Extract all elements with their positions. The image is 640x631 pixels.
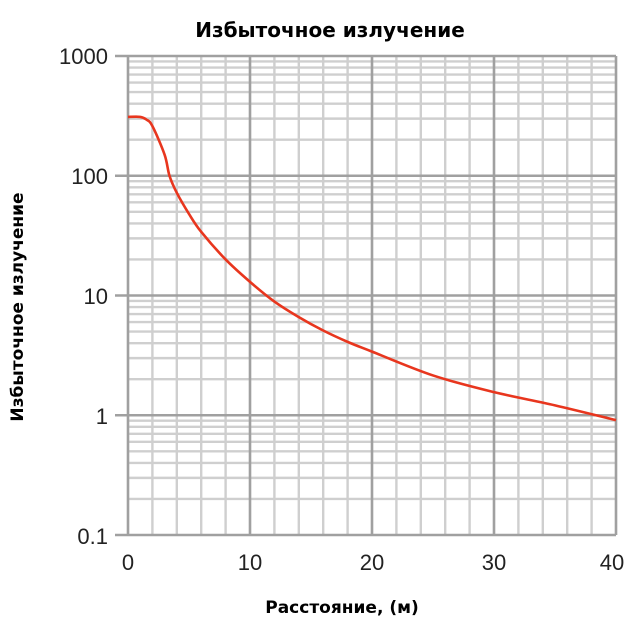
x-tick-label: 30 [482, 550, 506, 575]
grid [115, 54, 618, 537]
y-tick-label: 1000 [59, 44, 108, 69]
y-tick-label: 0.1 [77, 524, 108, 549]
chart-title: Избыточное излучение [195, 18, 465, 42]
y-tick-label: 10 [84, 284, 108, 309]
y-axis-label: Избыточное излучение [8, 192, 28, 421]
tick-labels: 1000 100 10 1 0.1 0 10 20 30 40 [59, 44, 624, 575]
x-tick-label: 20 [360, 550, 384, 575]
x-tick-label: 40 [600, 550, 624, 575]
x-tick-label: 0 [122, 550, 134, 575]
x-axis-label: Расстояние, (м) [265, 598, 419, 618]
y-tick-label: 100 [71, 164, 108, 189]
y-tick-label: 1 [96, 404, 108, 429]
series-line [127, 115, 617, 422]
x-tick-label: 10 [238, 550, 262, 575]
